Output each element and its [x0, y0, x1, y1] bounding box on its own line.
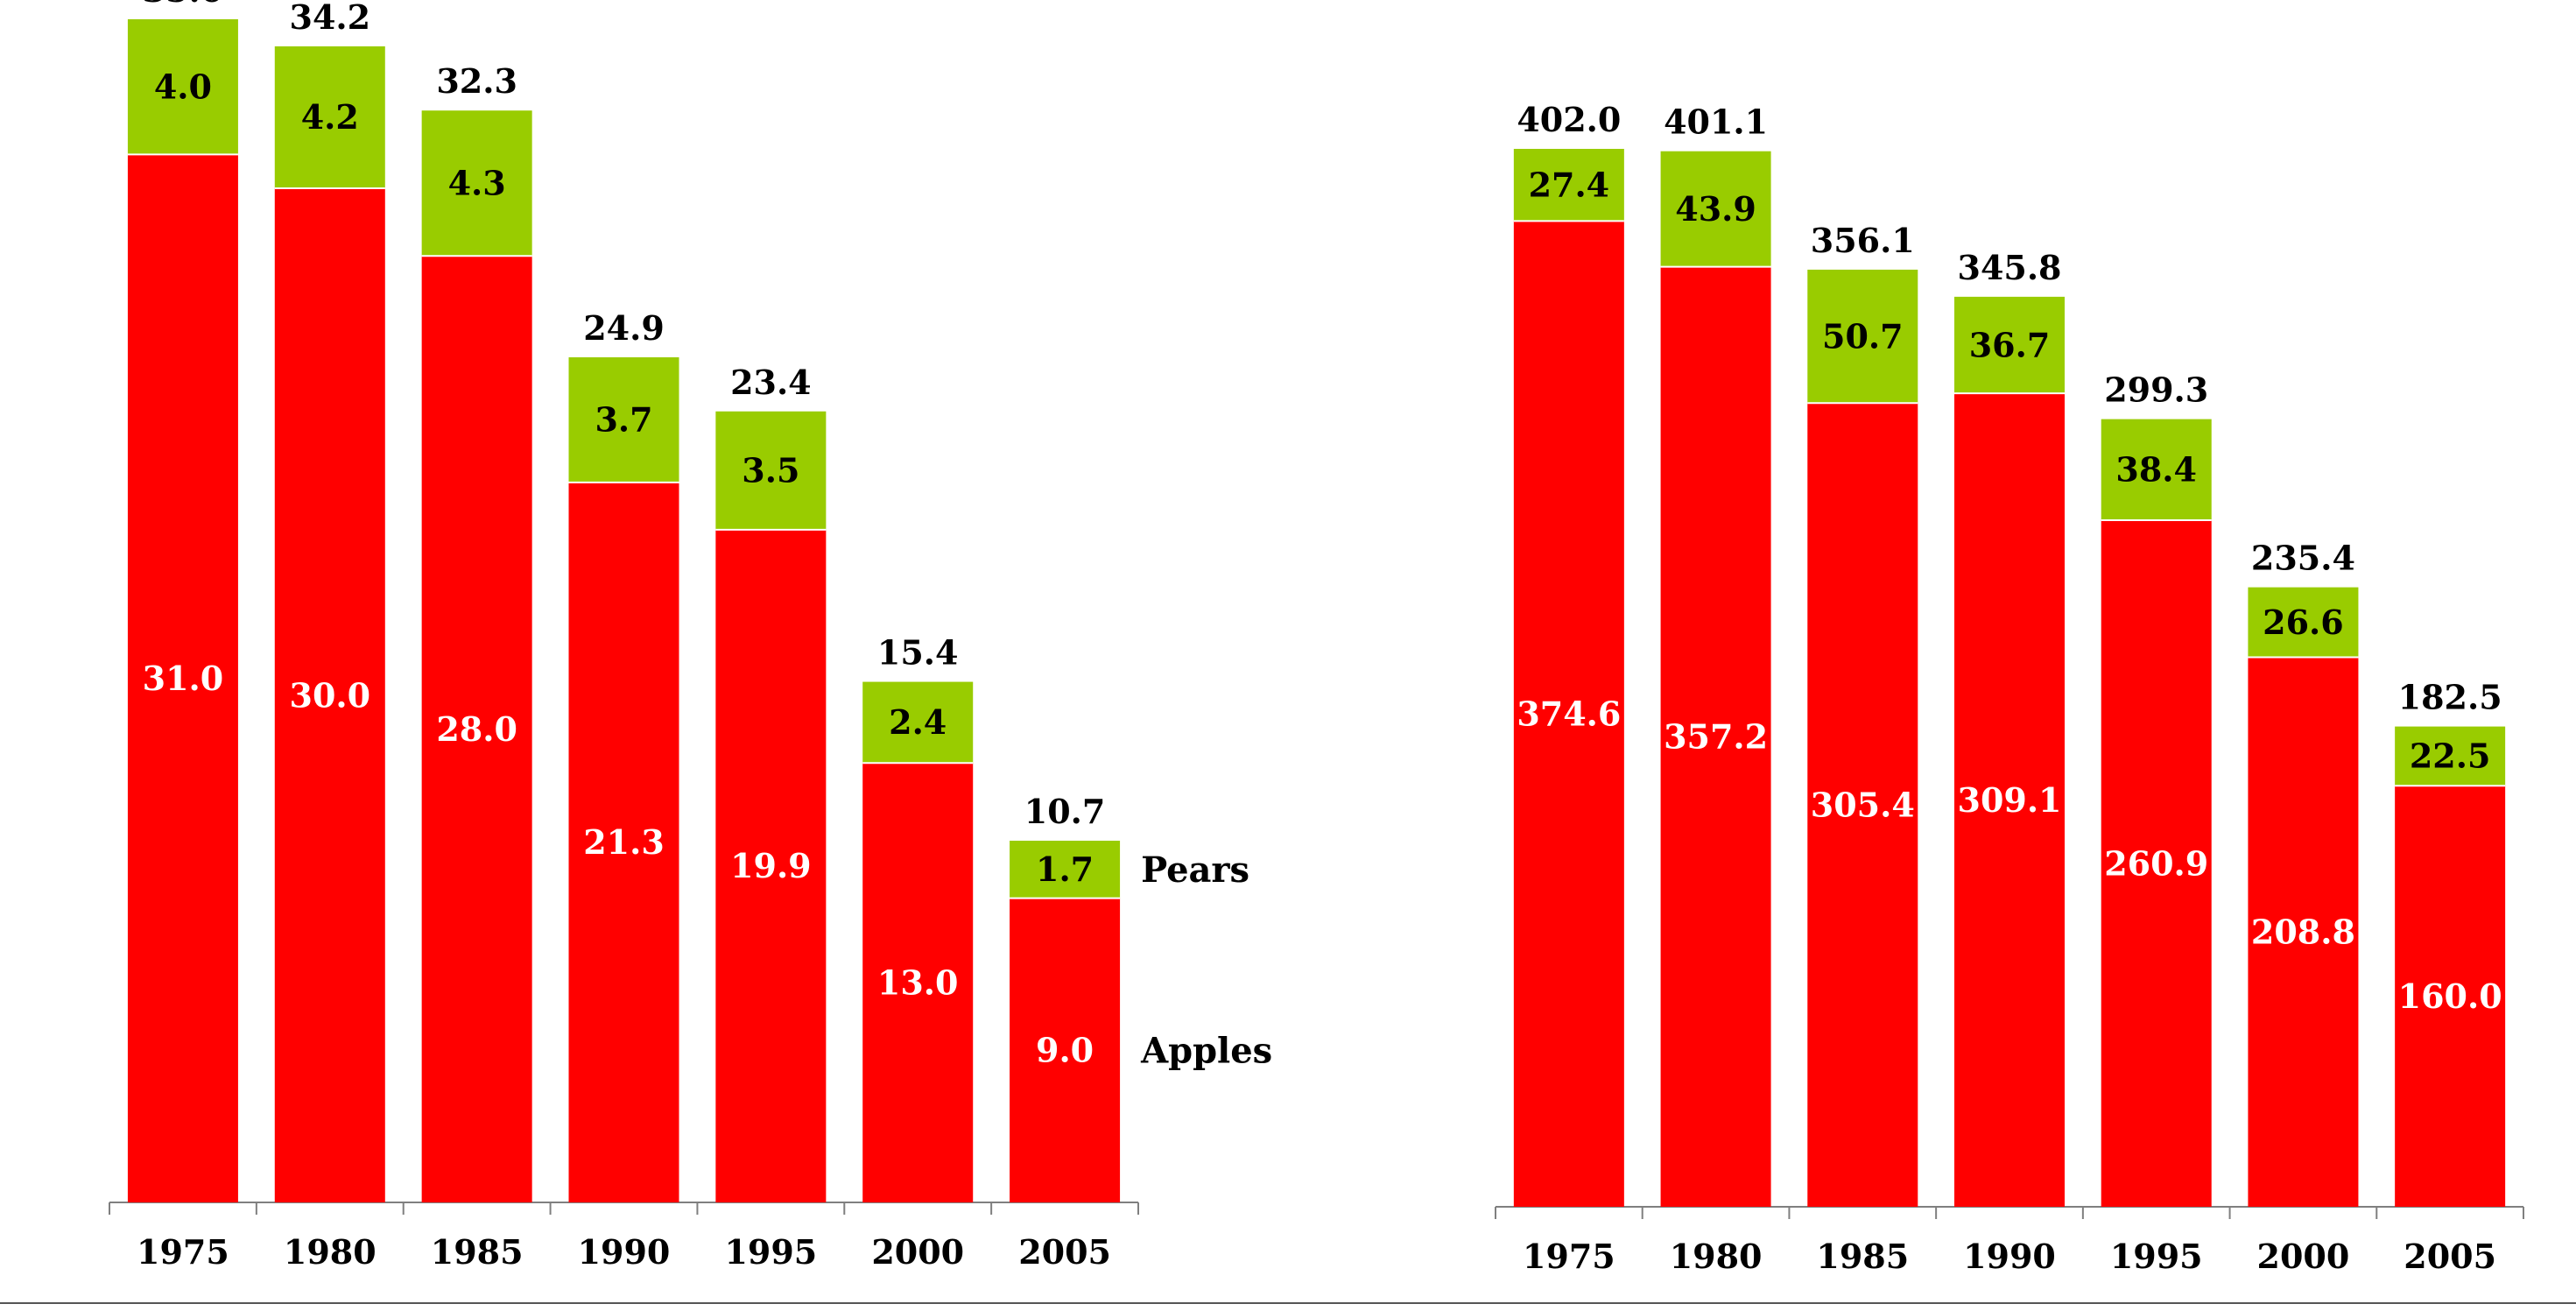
- chart2-label-lower-2005: 160.0: [2398, 976, 2502, 1016]
- chart1-label-lower-1975: 31.0: [143, 659, 224, 698]
- chart1-bar-lower-2005: [1010, 898, 1121, 1202]
- chart2-total-1990: 345.8: [1958, 248, 2062, 287]
- chart2-bar-lower-2000: [2248, 657, 2359, 1207]
- chart2-total-1985: 356.1: [1811, 221, 1915, 260]
- chart2-total-1995: 299.3: [2104, 370, 2208, 410]
- chart2-bar-upper-1990: [1954, 296, 2065, 394]
- chart2-bar-upper-1980: [1660, 151, 1771, 267]
- chart2-label-upper-1990: 36.7: [1969, 325, 2051, 364]
- chart2-bar-lower-1990: [1954, 393, 2065, 1207]
- chart1-bar-upper-1980: [274, 46, 385, 188]
- chart2-label-upper-1995: 38.4: [2115, 450, 2197, 490]
- chart1-tick-label-1980: 1980: [284, 1232, 377, 1272]
- chart2-tick-label-1995: 1995: [2110, 1237, 2203, 1276]
- chart1-tick-label-1995: 1995: [724, 1232, 817, 1272]
- chart2-bar-upper-1975: [1513, 148, 1624, 222]
- chart2-tick-label-1990: 1990: [1963, 1237, 2056, 1276]
- chart1-bar-upper-1975: [127, 19, 238, 155]
- chart2-label-lower-1980: 357.2: [1664, 717, 1768, 757]
- chart2-bar-lower-2005: [2395, 786, 2506, 1207]
- chart2-label-upper-2005: 22.5: [2410, 737, 2491, 776]
- chart1-legend-lower: Apples: [1140, 1030, 1272, 1071]
- chart2-label-lower-1995: 260.9: [2104, 843, 2208, 883]
- chart1-total-2005: 10.7: [1024, 792, 1106, 831]
- chart1-bar-lower-1985: [421, 256, 532, 1203]
- chart1-bar-upper-2005: [1010, 840, 1121, 899]
- chart1-label-lower-2005: 9.0: [1036, 1031, 1094, 1070]
- chart1-label-lower-1980: 30.0: [290, 675, 371, 715]
- chart1-label-upper-1975: 4.0: [154, 67, 212, 107]
- chart2-bar-upper-2005: [2395, 726, 2506, 786]
- chart2-total-2000: 235.4: [2251, 539, 2355, 578]
- chart2-bar-upper-1985: [1807, 269, 1918, 404]
- chart1-total-1980: 34.2: [290, 0, 371, 37]
- chart2-bar-upper-2000: [2248, 587, 2359, 658]
- chart1-label-upper-2005: 1.7: [1036, 849, 1094, 889]
- chart1-bar-lower-1980: [274, 188, 385, 1202]
- chart1-tick-label-2000: 2000: [871, 1232, 964, 1272]
- chart1-bar-upper-2000: [862, 681, 974, 764]
- bottom-rule: [0, 1302, 2576, 1304]
- chart1-bar-upper-1985: [421, 110, 532, 257]
- chart1-label-upper-2000: 2.4: [889, 702, 947, 742]
- chart1-tick-label-1990: 1990: [578, 1232, 671, 1272]
- chart1-total-1995: 23.4: [730, 363, 812, 402]
- chart1-label-lower-2000: 13.0: [877, 962, 959, 1002]
- chart2-tick-label-1985: 1985: [1816, 1237, 1909, 1276]
- chart2-label-upper-1980: 43.9: [1675, 189, 1756, 229]
- chart1-total-2000: 15.4: [877, 633, 959, 673]
- chart1-legend-upper: Pears: [1141, 849, 1249, 891]
- chart1-bar-upper-1995: [715, 411, 827, 530]
- chart1-tick-label-1975: 1975: [137, 1232, 229, 1272]
- chart2-total-1975: 402.0: [1517, 100, 1621, 139]
- chart1-label-upper-1985: 4.3: [448, 164, 506, 203]
- chart2-label-upper-1975: 27.4: [1529, 165, 1610, 204]
- chart1-label-upper-1980: 4.2: [301, 97, 359, 137]
- chart1-bar-lower-1995: [715, 529, 827, 1202]
- chart1-total-1975: 35.0: [143, 0, 224, 10]
- chart1-label-upper-1990: 3.7: [595, 400, 652, 440]
- chart2-tick-label-2005: 2005: [2404, 1237, 2496, 1276]
- chart1-label-lower-1995: 19.9: [730, 846, 812, 885]
- chart2-label-upper-1985: 50.7: [1822, 316, 1904, 356]
- chart1-label-upper-1995: 3.5: [742, 451, 799, 490]
- chart2-tick-label-1980: 1980: [1670, 1237, 1763, 1276]
- chart2-total-1980: 401.1: [1664, 102, 1768, 142]
- chart2-label-lower-1990: 309.1: [1958, 780, 2062, 820]
- chart2-bar-lower-1975: [1513, 221, 1624, 1207]
- chart2-bar-lower-1980: [1660, 266, 1771, 1207]
- chart1-bar-upper-1990: [568, 357, 679, 483]
- chart1-bar-lower-1975: [127, 154, 238, 1202]
- chart2-total-2005: 182.5: [2398, 678, 2502, 717]
- chart2-bar-upper-1995: [2101, 419, 2212, 520]
- chart1-label-lower-1985: 28.0: [436, 709, 517, 749]
- chart2-label-upper-2000: 26.6: [2263, 603, 2344, 642]
- chart2-label-lower-1985: 305.4: [1811, 785, 1915, 824]
- chart1-bar-lower-2000: [862, 763, 974, 1202]
- chart1-total-1990: 24.9: [583, 308, 665, 348]
- chart2-bar-lower-1985: [1807, 403, 1918, 1207]
- chart1-tick-label-1985: 1985: [431, 1232, 524, 1272]
- chart1-tick-label-2005: 2005: [1018, 1232, 1111, 1272]
- chart1-label-lower-1990: 21.3: [583, 822, 665, 862]
- chart2-bar-lower-1995: [2101, 519, 2212, 1207]
- chart2-label-lower-2000: 208.8: [2251, 913, 2355, 952]
- chart1-bar-lower-1990: [568, 482, 679, 1202]
- chart2-tick-label-1975: 1975: [1523, 1237, 1615, 1276]
- chart2-tick-label-2000: 2000: [2257, 1237, 2350, 1276]
- chart2-label-lower-1975: 374.6: [1517, 694, 1621, 733]
- chart1-total-1985: 32.3: [436, 61, 517, 101]
